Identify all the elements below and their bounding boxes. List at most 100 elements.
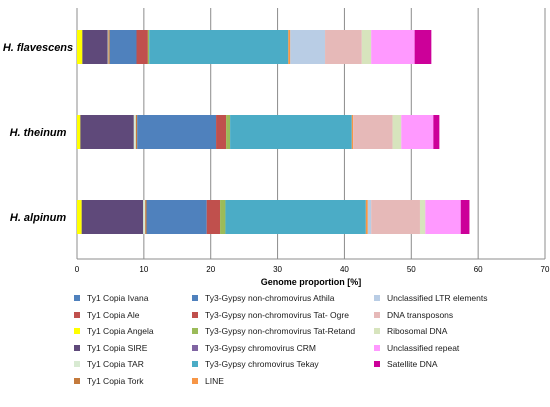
bar-segment-ty3-gypsy-non-chromovirus-athila [137, 115, 217, 149]
legend-swatch [374, 295, 380, 301]
bar-segment-ribosomal-dna [361, 30, 372, 64]
legend-item-ty3-gypsy-non-chromovirus-athila: Ty3-Gypsy non-chromovirus Athila [192, 292, 334, 304]
bar-segment-ty3-gypsy-non-chromovirus-tat-retand [220, 200, 226, 234]
legend-item-ty3-gypsy-chromovirus-crm: Ty3-Gypsy chromovirus CRM [192, 342, 316, 354]
legend-swatch [374, 328, 380, 335]
category-labels: H. flavescens H. theinum H. alpinum [3, 42, 73, 224]
category-label: H. theinum [10, 127, 67, 139]
legend-label: Ty3-Gypsy non-chromovirus Tat- Ogre [205, 309, 349, 320]
bar-segment-satellite-dna [433, 115, 440, 149]
category-label: H. alpinum [10, 212, 66, 224]
bar-segment-ty3-gypsy-non-chromovirus-tat-retand [226, 115, 231, 149]
bar-segment-line [365, 200, 368, 234]
legend-item-ty1-copia-sire: Ty1 Copia SIRE [74, 342, 147, 354]
legend-label: Satellite DNA [387, 359, 438, 370]
legend-label: Ty1 Copia Ivana [87, 293, 149, 303]
legend-label: Ty1 Copia Angela [87, 326, 154, 337]
legend: Ty1 Copia Ivana Ty3-Gypsy non-chromovirus… [74, 292, 544, 404]
x-axis: 0 10 20 30 40 50 60 70 [75, 258, 550, 274]
bar-segment-ty1-copia-sire [80, 115, 134, 149]
bar-segment-dna-transposons [353, 115, 393, 149]
legend-swatch [192, 328, 198, 335]
legend-label: Unclassified repeat [387, 342, 460, 353]
bar-segment-ty3-gypsy-non-chromovirus-tat-ogre [216, 115, 227, 149]
x-axis-title: Genome proportion [%] [261, 277, 362, 287]
legend-item-ty1-copia-ale: Ty1 Copia Ale [74, 309, 139, 321]
legend-item-dna-transposons: DNA transposons [374, 309, 453, 321]
legend-label: Ty1 Copia Tork [87, 376, 144, 386]
bar-segment-unclassified-ltr-elements [290, 30, 326, 64]
legend-item-ty3-gypsy-non-chromovirus-tat-retand: Ty3-Gypsy non-chromovirus Tat-Retand [192, 325, 355, 337]
legend-label: Ty3-Gypsy non-chromovirus Tat-Retand [205, 326, 356, 337]
legend-swatch [192, 295, 198, 301]
category-label: H. flavescens [3, 42, 73, 54]
legend-item-unclassified-ltr-elements: Unclassified LTR elements [374, 292, 487, 304]
bar-segment-ty1-copia-tar [107, 30, 109, 64]
legend-swatch [374, 361, 380, 368]
bar-segment-ty1-copia-tar [133, 115, 136, 149]
bar-segment-ty3-gypsy-chromovirus-tekay [230, 115, 352, 149]
x-tick-label: 50 [407, 265, 416, 274]
legend-label: Ty1 Copia Ale [87, 309, 140, 320]
legend-item-ty1-copia-angela: Ty1 Copia Angela [74, 325, 154, 337]
bar-segment-ty3-gypsy-non-chromovirus-athila [109, 30, 137, 64]
legend-label: Ty3-Gypsy chromovirus CRM [205, 342, 316, 353]
bar-segment-satellite-dna [460, 200, 470, 234]
x-tick-label: 20 [206, 265, 215, 274]
legend-swatch [192, 378, 198, 384]
legend-swatch [74, 344, 80, 351]
bar-segment-satellite-dna [414, 30, 432, 64]
legend-swatch [74, 311, 80, 318]
bar-segment-ty1-copia-tar [143, 200, 146, 234]
legend-label: Ty1 Copia SIRE [87, 342, 148, 353]
legend-swatch [74, 361, 80, 368]
bar-segment-ty1-copia-tork [145, 200, 147, 234]
x-tick-label: 30 [273, 265, 282, 274]
legend-label: Unclassified LTR elements [387, 293, 488, 303]
bar-segment-ty1-copia-angela [77, 200, 82, 234]
bar-segment-ty1-copia-sire [81, 200, 144, 234]
legend-swatch [192, 361, 198, 368]
bar-segment-unclassified-repeat [371, 30, 415, 64]
legend-item-ty1-copia-tork: Ty1 Copia Tork [74, 375, 144, 387]
legend-swatch [74, 295, 80, 301]
bar-segment-ty3-gypsy-chromovirus-tekay [225, 200, 366, 234]
legend-label: Ty3-Gypsy non-chromovirus Athila [205, 293, 335, 303]
legend-label: DNA transposons [387, 309, 454, 320]
legend-swatch [74, 328, 80, 335]
bar-segment-ty1-copia-tork [135, 115, 138, 149]
x-tick-label: 40 [340, 265, 349, 274]
x-tick-label: 60 [474, 265, 483, 274]
bar-segment-unclassified-ltr-elements [367, 200, 372, 234]
legend-label: Ty3-Gypsy chromovirus Tekay [205, 359, 319, 370]
bar-segment-line [288, 30, 291, 64]
bar-segment-line [351, 115, 354, 149]
bar-segment-ty3-gypsy-non-chromovirus-athila [146, 200, 207, 234]
legend-item-unclassified-repeat: Unclassified repeat [374, 342, 459, 354]
bars [77, 30, 470, 234]
legend-item-ribosomal-dna: Ribosomal DNA [374, 325, 447, 337]
x-tick-label: 0 [75, 265, 80, 274]
bar-segment-dna-transposons [371, 200, 420, 234]
legend-item-ty3-gypsy-chromovirus-tekay: Ty3-Gypsy chromovirus Tekay [192, 358, 319, 370]
legend-swatch [374, 344, 380, 351]
bar-segment-ty3-gypsy-non-chromovirus-tat-retand [147, 30, 150, 64]
x-tick-label: 70 [541, 265, 550, 274]
legend-item-satellite-dna: Satellite DNA [374, 358, 438, 370]
x-tick-label: 10 [139, 265, 148, 274]
legend-label: Ty1 Copia TAR [87, 359, 144, 370]
legend-swatch [192, 344, 198, 351]
legend-swatch [192, 311, 198, 318]
bar-segment-dna-transposons [325, 30, 362, 64]
legend-label: LINE [205, 376, 224, 386]
legend-item-ty1-copia-ivana: Ty1 Copia Ivana [74, 292, 148, 304]
bar-segment-ribosomal-dna [392, 115, 402, 149]
bar-segment-ty3-gypsy-chromovirus-tekay [149, 30, 289, 64]
bar-segment-unclassified-repeat [425, 200, 461, 234]
bar-segment-ty1-copia-angela [77, 115, 81, 149]
legend-swatch [374, 311, 380, 318]
bar-segment-ty1-copia-tork [108, 30, 110, 64]
legend-label: Ribosomal DNA [387, 326, 448, 337]
legend-swatch [74, 378, 80, 384]
